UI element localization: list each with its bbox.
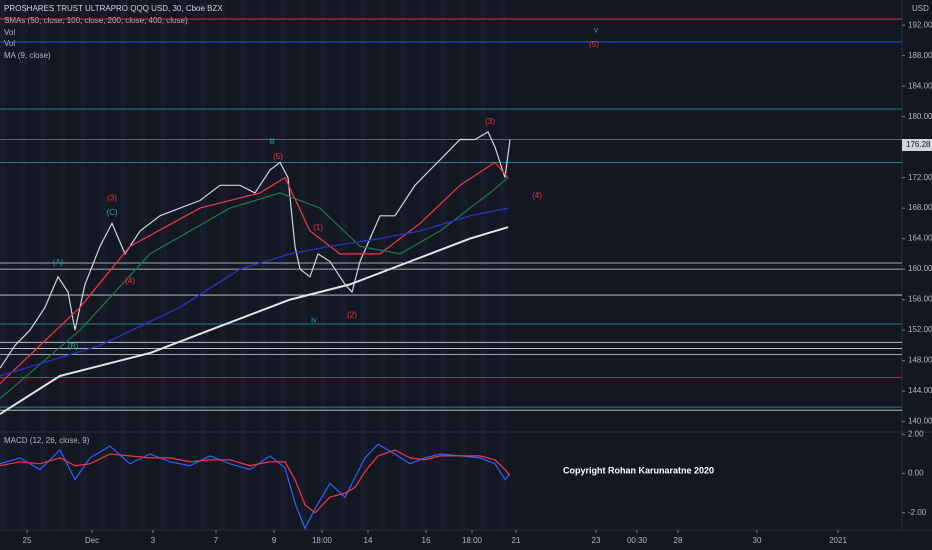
x-tick-label: 14: [364, 536, 373, 545]
y-tick-label: 160.00: [908, 264, 932, 273]
wave-label: (5): [589, 40, 599, 49]
wave-label: (1): [313, 223, 323, 232]
x-tick-label: 18:00: [462, 536, 483, 545]
legend-line: Vol: [4, 39, 15, 48]
last-price-label: 176.28: [906, 140, 931, 149]
wave-label: (3): [107, 193, 117, 202]
series-line: [0, 207, 509, 377]
legend-line: Vol: [4, 28, 15, 37]
y-tick-label: 152.00: [908, 325, 932, 334]
series-line: [0, 177, 509, 400]
y-tick-label: 2.00: [908, 429, 924, 438]
last-price-tag: [902, 139, 932, 152]
y-tick-label: 164.00: [908, 234, 932, 243]
x-tick-label: 00:30: [627, 536, 648, 545]
macd-title: MACD (12, 26, close, 9): [4, 436, 90, 445]
series-line: [0, 443, 511, 530]
y-tick-label: 188.00: [908, 51, 932, 60]
series-line: [0, 161, 509, 384]
wave-label: iii: [269, 137, 275, 146]
wave-label: iv: [311, 315, 317, 324]
y-tick-label: 148.00: [908, 356, 932, 365]
copyright: Copyright Rohan Karunaratne 2020: [563, 465, 714, 475]
wave-label: (B): [68, 342, 79, 351]
y-tick-label: 184.00: [908, 81, 932, 90]
y-tick-label: 140.00: [908, 417, 932, 426]
x-tick-label: Dec: [85, 536, 99, 545]
wave-label: (5): [273, 152, 283, 161]
wave-label: (3): [485, 117, 495, 126]
wave-label: (C): [106, 208, 117, 217]
y-tick-label: 0.00: [908, 469, 924, 478]
currency: USD: [912, 4, 929, 13]
x-tick-label: 9: [272, 536, 277, 545]
x-tick-label: 28: [674, 536, 683, 545]
y-tick-label: 192.00: [908, 20, 932, 29]
legend-line: SMAs (50, close, 100, close, 200, close,…: [4, 16, 188, 25]
wave-label: (4): [125, 276, 135, 285]
session-shading: [0, 0, 515, 530]
x-tick-label: 7: [214, 536, 219, 545]
y-tick-label: 180.00: [908, 112, 932, 121]
x-tick-label: 25: [23, 536, 32, 545]
y-tick-label: 156.00: [908, 295, 932, 304]
x-tick-label: 16: [422, 536, 431, 545]
y-tick-label: 168.00: [908, 203, 932, 212]
x-tick-label: 18:00: [312, 536, 333, 545]
x-tick-label: 30: [753, 536, 762, 545]
chart-title: PROSHARES TRUST ULTRAPRO QQQ USD, 30, Cb…: [4, 4, 223, 13]
legend-line: MA (9, close): [4, 51, 51, 60]
series-line: [0, 226, 509, 415]
y-tick-label: -2.00: [908, 508, 927, 517]
wave-label: (2): [347, 311, 357, 320]
series-line: [0, 131, 511, 369]
x-tick-label: 23: [592, 536, 601, 545]
series-line: [0, 449, 511, 514]
x-tick-label: 3: [151, 536, 156, 545]
x-tick-label: 21: [512, 536, 521, 545]
y-tick-label: 144.00: [908, 386, 932, 395]
wave-label: v: [594, 26, 598, 35]
wave-label: (A): [53, 258, 64, 267]
y-tick-label: 172.00: [908, 173, 932, 182]
x-tick-label: 2021: [829, 536, 847, 545]
wave-label: (4): [532, 191, 542, 200]
